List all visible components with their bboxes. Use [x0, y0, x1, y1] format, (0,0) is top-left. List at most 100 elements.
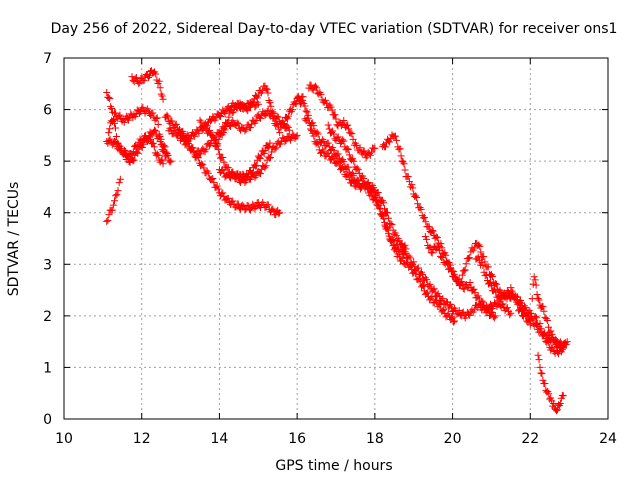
data-point	[345, 176, 353, 184]
x-tick-label: 22	[521, 431, 539, 447]
data-point	[116, 175, 124, 183]
data-point	[427, 294, 435, 302]
y-tick-label: 0	[43, 412, 52, 428]
data-point	[266, 99, 274, 107]
data-point	[272, 211, 280, 219]
data-point	[344, 146, 352, 154]
data-point	[344, 121, 352, 129]
data-point	[264, 201, 272, 209]
data-point	[440, 305, 448, 313]
series-track-u	[534, 351, 567, 415]
y-axis-label: SDTVAR / TECUs	[6, 182, 22, 297]
data-point	[134, 142, 142, 150]
data-point	[234, 120, 242, 128]
data-point	[331, 111, 339, 119]
data-point	[164, 113, 172, 121]
data-point	[535, 356, 543, 364]
data-point	[320, 137, 328, 145]
data-point	[431, 288, 439, 296]
data-point	[447, 301, 455, 309]
data-point	[534, 351, 542, 359]
data-point	[266, 139, 274, 147]
data-point	[202, 145, 210, 153]
grid	[64, 58, 608, 419]
data-point	[433, 234, 441, 242]
data-point	[388, 221, 396, 229]
data-point	[492, 280, 500, 288]
data-point	[163, 111, 171, 119]
data-point	[531, 313, 539, 321]
data-point	[204, 169, 212, 177]
data-point	[397, 246, 405, 254]
data-point	[386, 138, 394, 146]
data-point	[381, 221, 389, 229]
data-point	[556, 400, 564, 408]
data-point	[382, 143, 390, 151]
data-point	[154, 151, 162, 159]
data-point	[103, 89, 111, 97]
data-point	[135, 79, 143, 87]
data-point	[465, 254, 473, 262]
data-point	[206, 126, 214, 134]
data-point	[129, 148, 137, 156]
data-point	[543, 317, 551, 325]
series-track-a	[103, 175, 124, 225]
data-point	[330, 130, 338, 138]
data-point	[159, 160, 167, 168]
data-point	[408, 181, 416, 189]
data-point	[545, 390, 553, 398]
data-point	[435, 300, 443, 308]
data-point	[370, 188, 378, 196]
data-point	[112, 138, 120, 146]
data-point	[545, 338, 553, 346]
data-point	[507, 309, 515, 317]
data-point	[284, 112, 292, 120]
data-point	[499, 300, 507, 308]
data-point	[371, 144, 379, 152]
data-point	[217, 113, 225, 121]
data-point	[257, 151, 265, 159]
data-point	[478, 258, 486, 266]
data-point	[435, 247, 443, 255]
data-point	[109, 201, 117, 209]
data-point	[413, 193, 421, 201]
data-point	[106, 135, 114, 143]
data-point	[198, 160, 206, 168]
data-point	[292, 133, 300, 141]
data-point	[241, 173, 249, 181]
data-point	[195, 129, 203, 137]
data-point	[555, 347, 563, 355]
data-point	[543, 388, 551, 396]
data-point	[461, 266, 469, 274]
data-point	[426, 280, 434, 288]
data-point	[380, 199, 388, 207]
data-point	[512, 292, 520, 300]
data-point	[542, 315, 550, 323]
data-point	[347, 129, 355, 137]
data-point	[317, 91, 325, 99]
data-point	[249, 98, 257, 106]
data-point	[229, 197, 237, 205]
data-point	[353, 164, 361, 172]
data-point	[280, 120, 288, 128]
data-point	[466, 278, 474, 286]
data-point	[271, 145, 279, 153]
data-point	[425, 244, 433, 252]
data-point	[432, 233, 440, 241]
data-point	[356, 144, 364, 152]
data-point	[136, 135, 144, 143]
data-point	[539, 302, 547, 310]
data-point	[471, 289, 479, 297]
data-point	[281, 138, 289, 146]
x-axis-label: GPS time / hours	[275, 458, 392, 474]
data-point	[150, 126, 158, 134]
data-point	[105, 129, 113, 137]
data-point	[223, 119, 231, 127]
series-track-o	[324, 121, 499, 322]
data-point	[113, 191, 121, 199]
data-point	[541, 330, 549, 338]
data-point	[533, 290, 541, 298]
data-point	[422, 218, 430, 226]
data-point	[506, 311, 514, 319]
data-point	[149, 109, 157, 117]
